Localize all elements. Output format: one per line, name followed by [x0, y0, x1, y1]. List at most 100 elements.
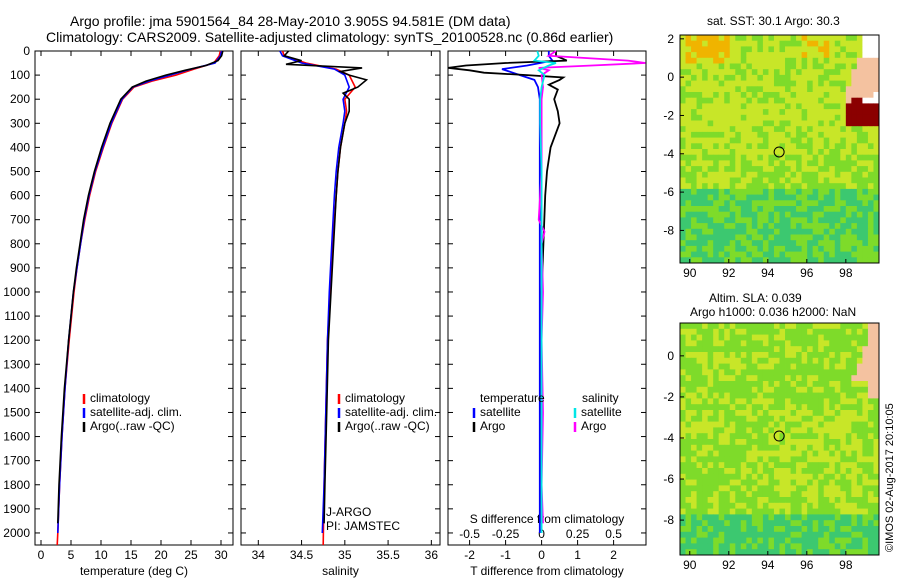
map-cell [740, 143, 747, 150]
map-cell [691, 381, 697, 388]
map-cell [751, 120, 758, 127]
map-cell [718, 323, 725, 330]
map-cell [845, 35, 852, 42]
map-cell [702, 80, 709, 87]
map-cell [851, 421, 858, 428]
map-cell [685, 340, 692, 347]
map-cell [823, 421, 830, 428]
chart-title-line2: Climatology: CARS2009. Satellite-adjuste… [46, 29, 614, 45]
map-cell [845, 171, 852, 178]
map-cell [713, 526, 720, 533]
map-cell [812, 240, 819, 247]
map-cell [829, 491, 836, 498]
map-cell [807, 69, 814, 76]
map-cell [856, 357, 863, 364]
map-cell [873, 340, 880, 347]
map-cell [768, 223, 775, 230]
map-cell [685, 497, 692, 504]
map-cell [735, 473, 742, 480]
map-cell [707, 234, 714, 241]
map-cell [867, 114, 874, 121]
map-cell [740, 160, 747, 167]
map-cell [856, 92, 863, 99]
map-cell [834, 491, 841, 498]
map-cell [729, 251, 736, 258]
map-cell [796, 131, 803, 138]
map-cell [768, 57, 775, 64]
map-cell [751, 514, 758, 521]
map-cell [785, 491, 791, 498]
map-cell [735, 415, 742, 422]
map-cell [862, 398, 869, 405]
map-cell [779, 433, 786, 440]
map-cell [680, 508, 686, 515]
map-cell [718, 485, 725, 492]
map-cell [818, 485, 825, 492]
map-cell [762, 369, 769, 376]
map-cell [685, 473, 692, 480]
map-cell [818, 479, 825, 486]
map-cell [785, 126, 791, 133]
map-cell [812, 386, 819, 393]
map-cell [790, 40, 797, 47]
map-cell [801, 228, 808, 235]
map-cell [762, 340, 769, 347]
map-cell [790, 497, 797, 504]
map-cell [818, 410, 825, 417]
map-cell [873, 92, 880, 99]
map-cell [729, 166, 736, 173]
map-cell [757, 86, 764, 93]
map-cell [685, 410, 692, 417]
map-cell [779, 69, 786, 76]
y-tick-label: 500 [10, 164, 30, 178]
map-cell [768, 160, 775, 167]
map-cell [718, 86, 725, 93]
map-cell [856, 171, 863, 178]
map-cell [707, 357, 714, 364]
map-cell [845, 109, 852, 116]
map-cell [685, 323, 692, 330]
map-cell [845, 421, 852, 428]
map-cell [801, 502, 808, 509]
map-cell [768, 386, 775, 393]
sla-map-title-line2: Argo h1000: 0.036 h2000: NaN [690, 305, 857, 319]
map-cell [757, 421, 764, 428]
map-cell [729, 456, 736, 463]
map-cell [713, 537, 720, 544]
map-cell [691, 52, 697, 59]
map-cell [862, 120, 869, 127]
map-cell [807, 508, 814, 515]
map-cell [785, 386, 791, 393]
map-cell [685, 177, 692, 184]
map-cell [845, 433, 852, 440]
map-cell [680, 154, 686, 161]
map-cell [867, 456, 874, 463]
map-cell [702, 421, 709, 428]
map-cell [707, 543, 714, 550]
map-cell [873, 404, 880, 411]
map-cell [818, 462, 825, 469]
map-cell [707, 491, 714, 498]
map-cell [779, 160, 786, 167]
map-cell [873, 369, 880, 376]
map-cell [713, 381, 720, 388]
map-cell [773, 109, 780, 116]
map-cell [729, 57, 736, 64]
map-cell [801, 468, 808, 475]
x-axis-label-salinity: salinity [322, 564, 359, 578]
map-cell [696, 386, 703, 393]
map-cell [856, 114, 863, 121]
map-cell [757, 543, 764, 550]
map-cell [829, 251, 836, 258]
map-cell [873, 410, 880, 417]
map-cell [785, 223, 791, 230]
map-cell [862, 439, 869, 446]
map-cell [851, 508, 858, 515]
map-cell [845, 346, 852, 353]
map-cell [713, 223, 720, 230]
map-cell [807, 450, 814, 457]
map-cell [696, 543, 703, 550]
map-cell [746, 154, 753, 161]
map-cell [856, 109, 863, 116]
map-cell [718, 392, 725, 399]
